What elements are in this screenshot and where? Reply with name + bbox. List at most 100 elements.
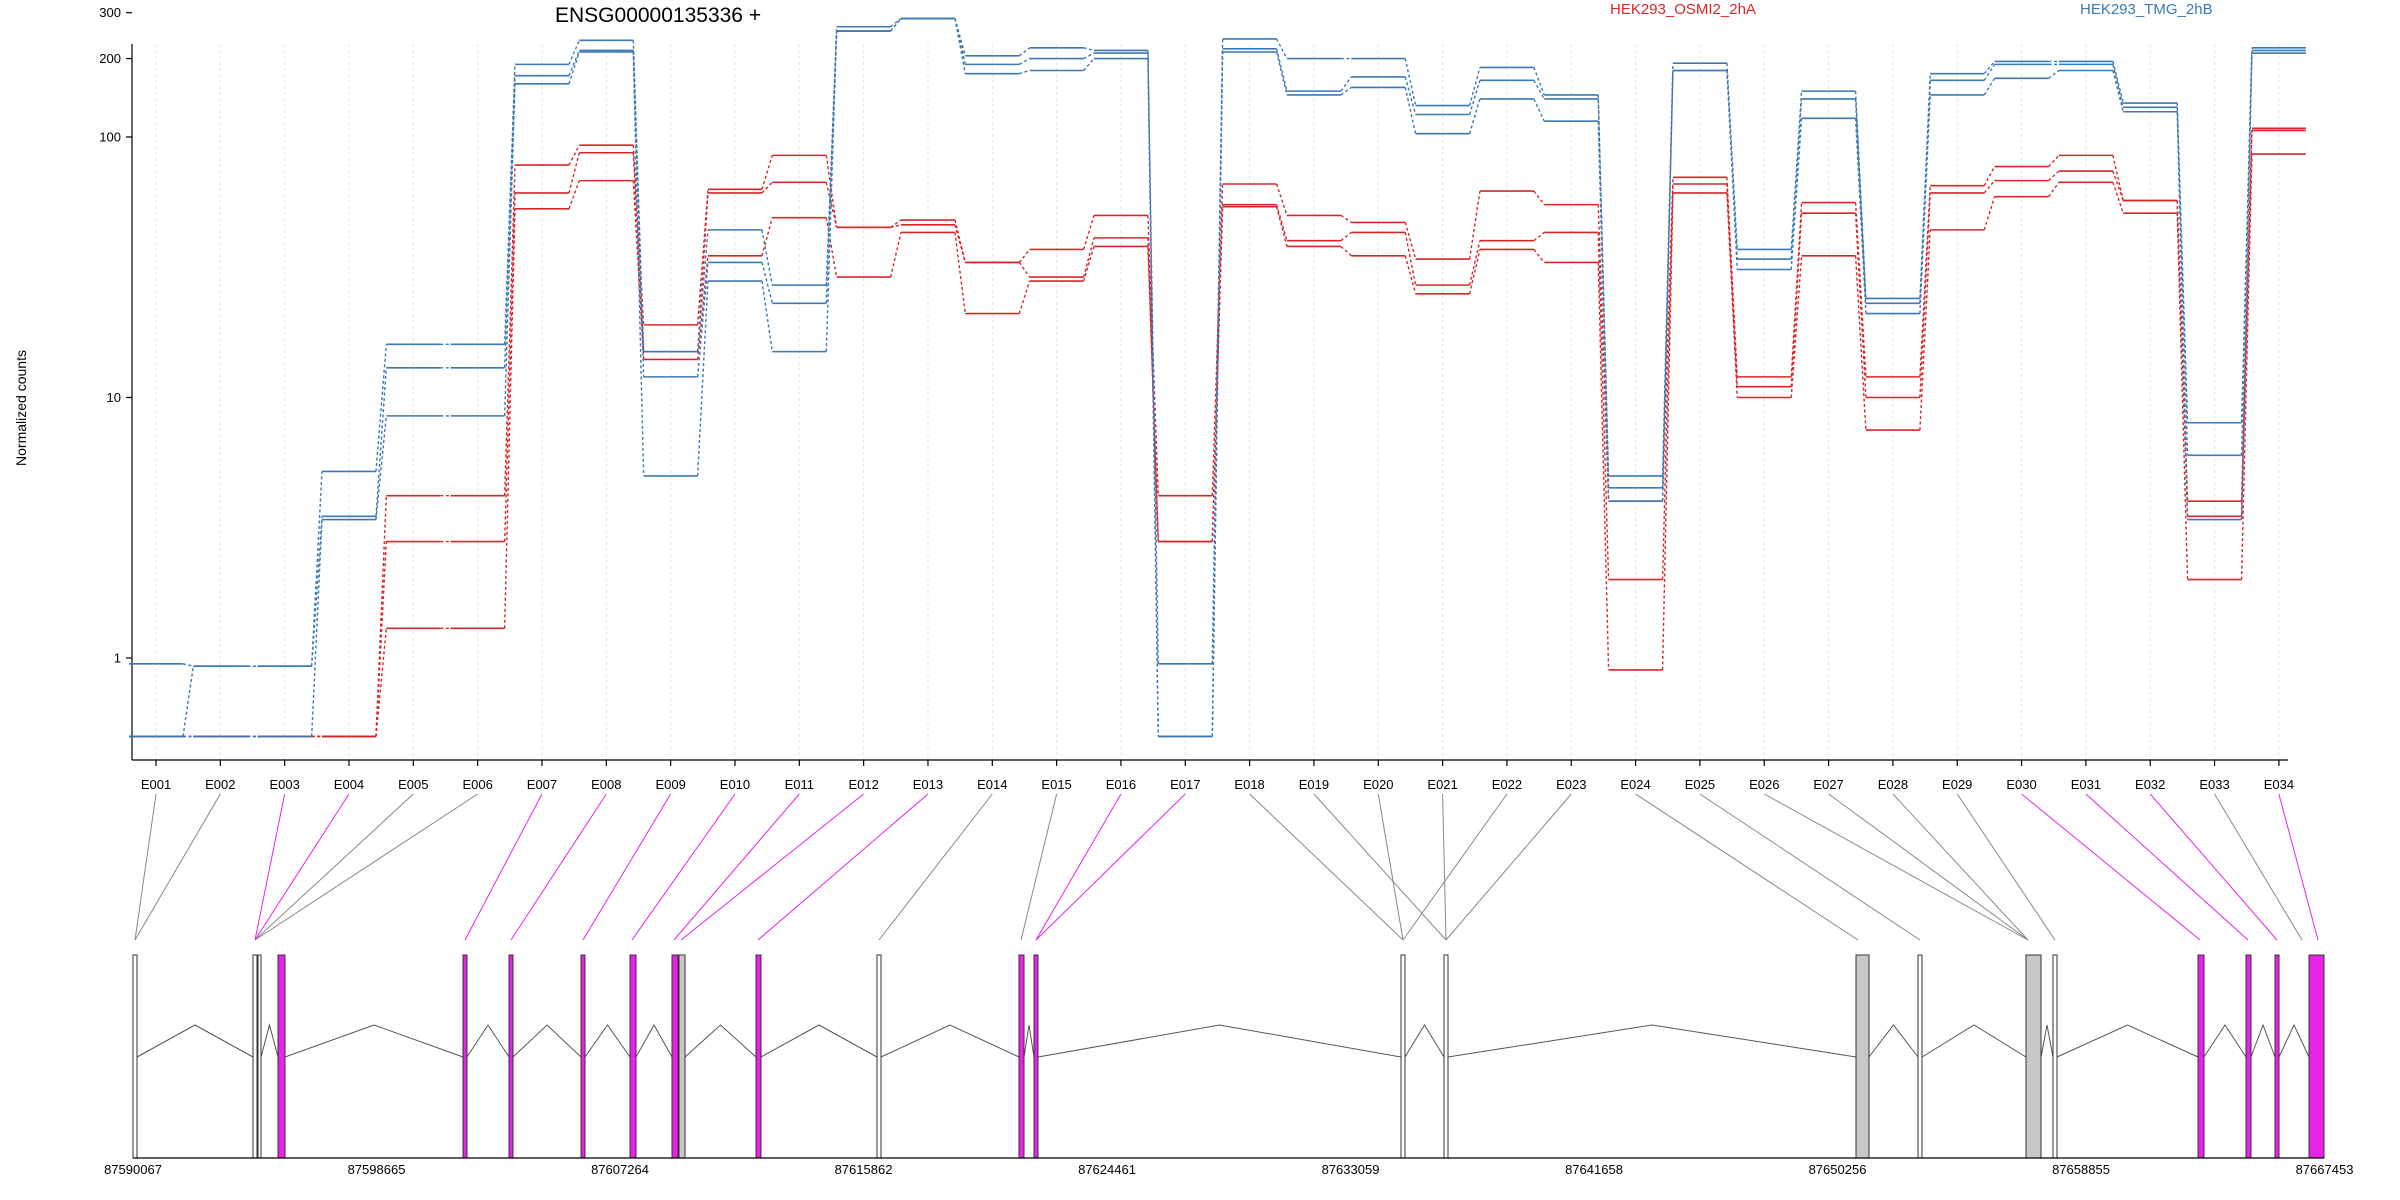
series-transition <box>503 165 516 496</box>
exon-connector <box>1035 793 1186 941</box>
series-transition <box>1275 206 1288 247</box>
exon-connector <box>1956 793 2056 941</box>
series-transition <box>632 180 645 360</box>
series-transition <box>954 232 966 314</box>
x-tick-label: E001 <box>141 777 171 792</box>
intron-line <box>466 1024 510 1058</box>
genomic-coordinate-label: 87650256 <box>1809 1162 1867 1177</box>
series-transition <box>1404 255 1417 295</box>
series-transition <box>1661 70 1674 502</box>
x-tick-label: E026 <box>1749 777 1779 792</box>
exon-block <box>1855 954 1870 1159</box>
x-tick-label: E024 <box>1620 777 1650 792</box>
y-axis-label: Normalized counts <box>13 350 29 466</box>
exon-connector <box>631 793 736 941</box>
intron-line <box>260 1023 279 1058</box>
intron-line <box>2250 1023 2276 1058</box>
exon-connector <box>1445 793 1572 941</box>
x-tick-label: E018 <box>1234 777 1264 792</box>
series-transition <box>1018 57 1030 65</box>
exon-block <box>1400 954 1406 1159</box>
exon-connector <box>254 793 478 941</box>
series-transition <box>503 64 516 345</box>
x-tick-label: E027 <box>1813 777 1843 792</box>
series-transition <box>1468 240 1481 286</box>
exon-connector <box>1442 793 1447 941</box>
x-tick-label: E019 <box>1299 777 1329 792</box>
series-transition <box>632 51 645 476</box>
series-transition <box>2112 61 2124 104</box>
x-tick-label: E023 <box>1556 777 1586 792</box>
series-transition <box>825 217 838 278</box>
exon-connector <box>1828 793 2029 941</box>
series-transition <box>1211 183 1224 496</box>
series-transition <box>503 208 516 629</box>
exon-connector <box>2021 793 2201 941</box>
series-transition <box>1533 67 1545 96</box>
series-transition <box>1404 222 1417 260</box>
exon-connector <box>1020 793 1058 941</box>
series-transition <box>503 83 516 416</box>
series-transition <box>1983 166 1996 187</box>
series-transition <box>761 262 773 304</box>
y-tick-label: 200 <box>99 51 121 66</box>
series-transition <box>568 51 580 85</box>
series-transition <box>1726 70 1738 270</box>
x-tick-label: E034 <box>2264 777 2294 792</box>
intron-line <box>2056 1024 2199 1058</box>
exon-block <box>580 954 586 1159</box>
series-transition <box>1533 190 1545 206</box>
series-transition <box>1275 204 1288 241</box>
series-osmi2 <box>129 153 2306 738</box>
intron-line <box>635 1023 673 1058</box>
exon-block <box>678 954 686 1159</box>
series-transition <box>696 229 709 352</box>
exon-block <box>2245 954 2252 1159</box>
series-tmg <box>129 17 2306 668</box>
x-tick-label: E006 <box>462 777 492 792</box>
series-transition <box>182 663 194 667</box>
series-transition <box>696 189 709 325</box>
x-tick-label: E032 <box>2135 777 2165 792</box>
series-transition <box>889 232 902 278</box>
series-transition <box>1854 98 1867 304</box>
exon-block <box>1917 954 1923 1159</box>
x-tick-label: E014 <box>977 777 1007 792</box>
series-transition <box>1661 192 1674 670</box>
x-tick-label: E025 <box>1685 777 1715 792</box>
gene-model: 87590067 87598665 87607264 87615862 87624461… <box>104 954 2353 1177</box>
x-tick-label: E008 <box>591 777 621 792</box>
series-transition <box>761 217 773 256</box>
gene-title: ENSG00000135336 + <box>555 4 761 27</box>
exon-block <box>508 954 514 1159</box>
exon-block <box>1443 954 1449 1159</box>
series-transition <box>2112 70 2124 112</box>
series-transition <box>375 344 388 472</box>
series-transition <box>1147 58 1159 737</box>
series-transition <box>1790 98 1803 260</box>
genomic-coordinate-label: 87633059 <box>1322 1162 1380 1177</box>
series-transition <box>825 31 838 352</box>
series-transition <box>1983 77 1996 96</box>
intron-line <box>512 1024 582 1058</box>
exon-connector <box>1764 793 2029 941</box>
series-transition <box>1082 246 1095 282</box>
x-tick-label: E005 <box>398 777 428 792</box>
series-transition <box>1275 183 1288 216</box>
series-transition <box>1533 80 1545 100</box>
series-transition <box>1468 249 1481 294</box>
series-transition <box>2240 130 2253 517</box>
x-tick-label: E016 <box>1106 777 1136 792</box>
series-transition <box>1468 98 1481 134</box>
series-transition <box>1468 67 1481 106</box>
series-transition <box>761 229 773 286</box>
exon-connector <box>1699 793 1921 941</box>
series-transition <box>2112 155 2124 201</box>
series-transition <box>1726 63 1738 250</box>
series-transition <box>1597 121 1610 502</box>
intron-line <box>284 1024 464 1058</box>
genomic-coordinate-label: 87641658 <box>1565 1162 1623 1177</box>
series-transition <box>310 519 323 737</box>
exon-connector <box>2085 793 2249 941</box>
